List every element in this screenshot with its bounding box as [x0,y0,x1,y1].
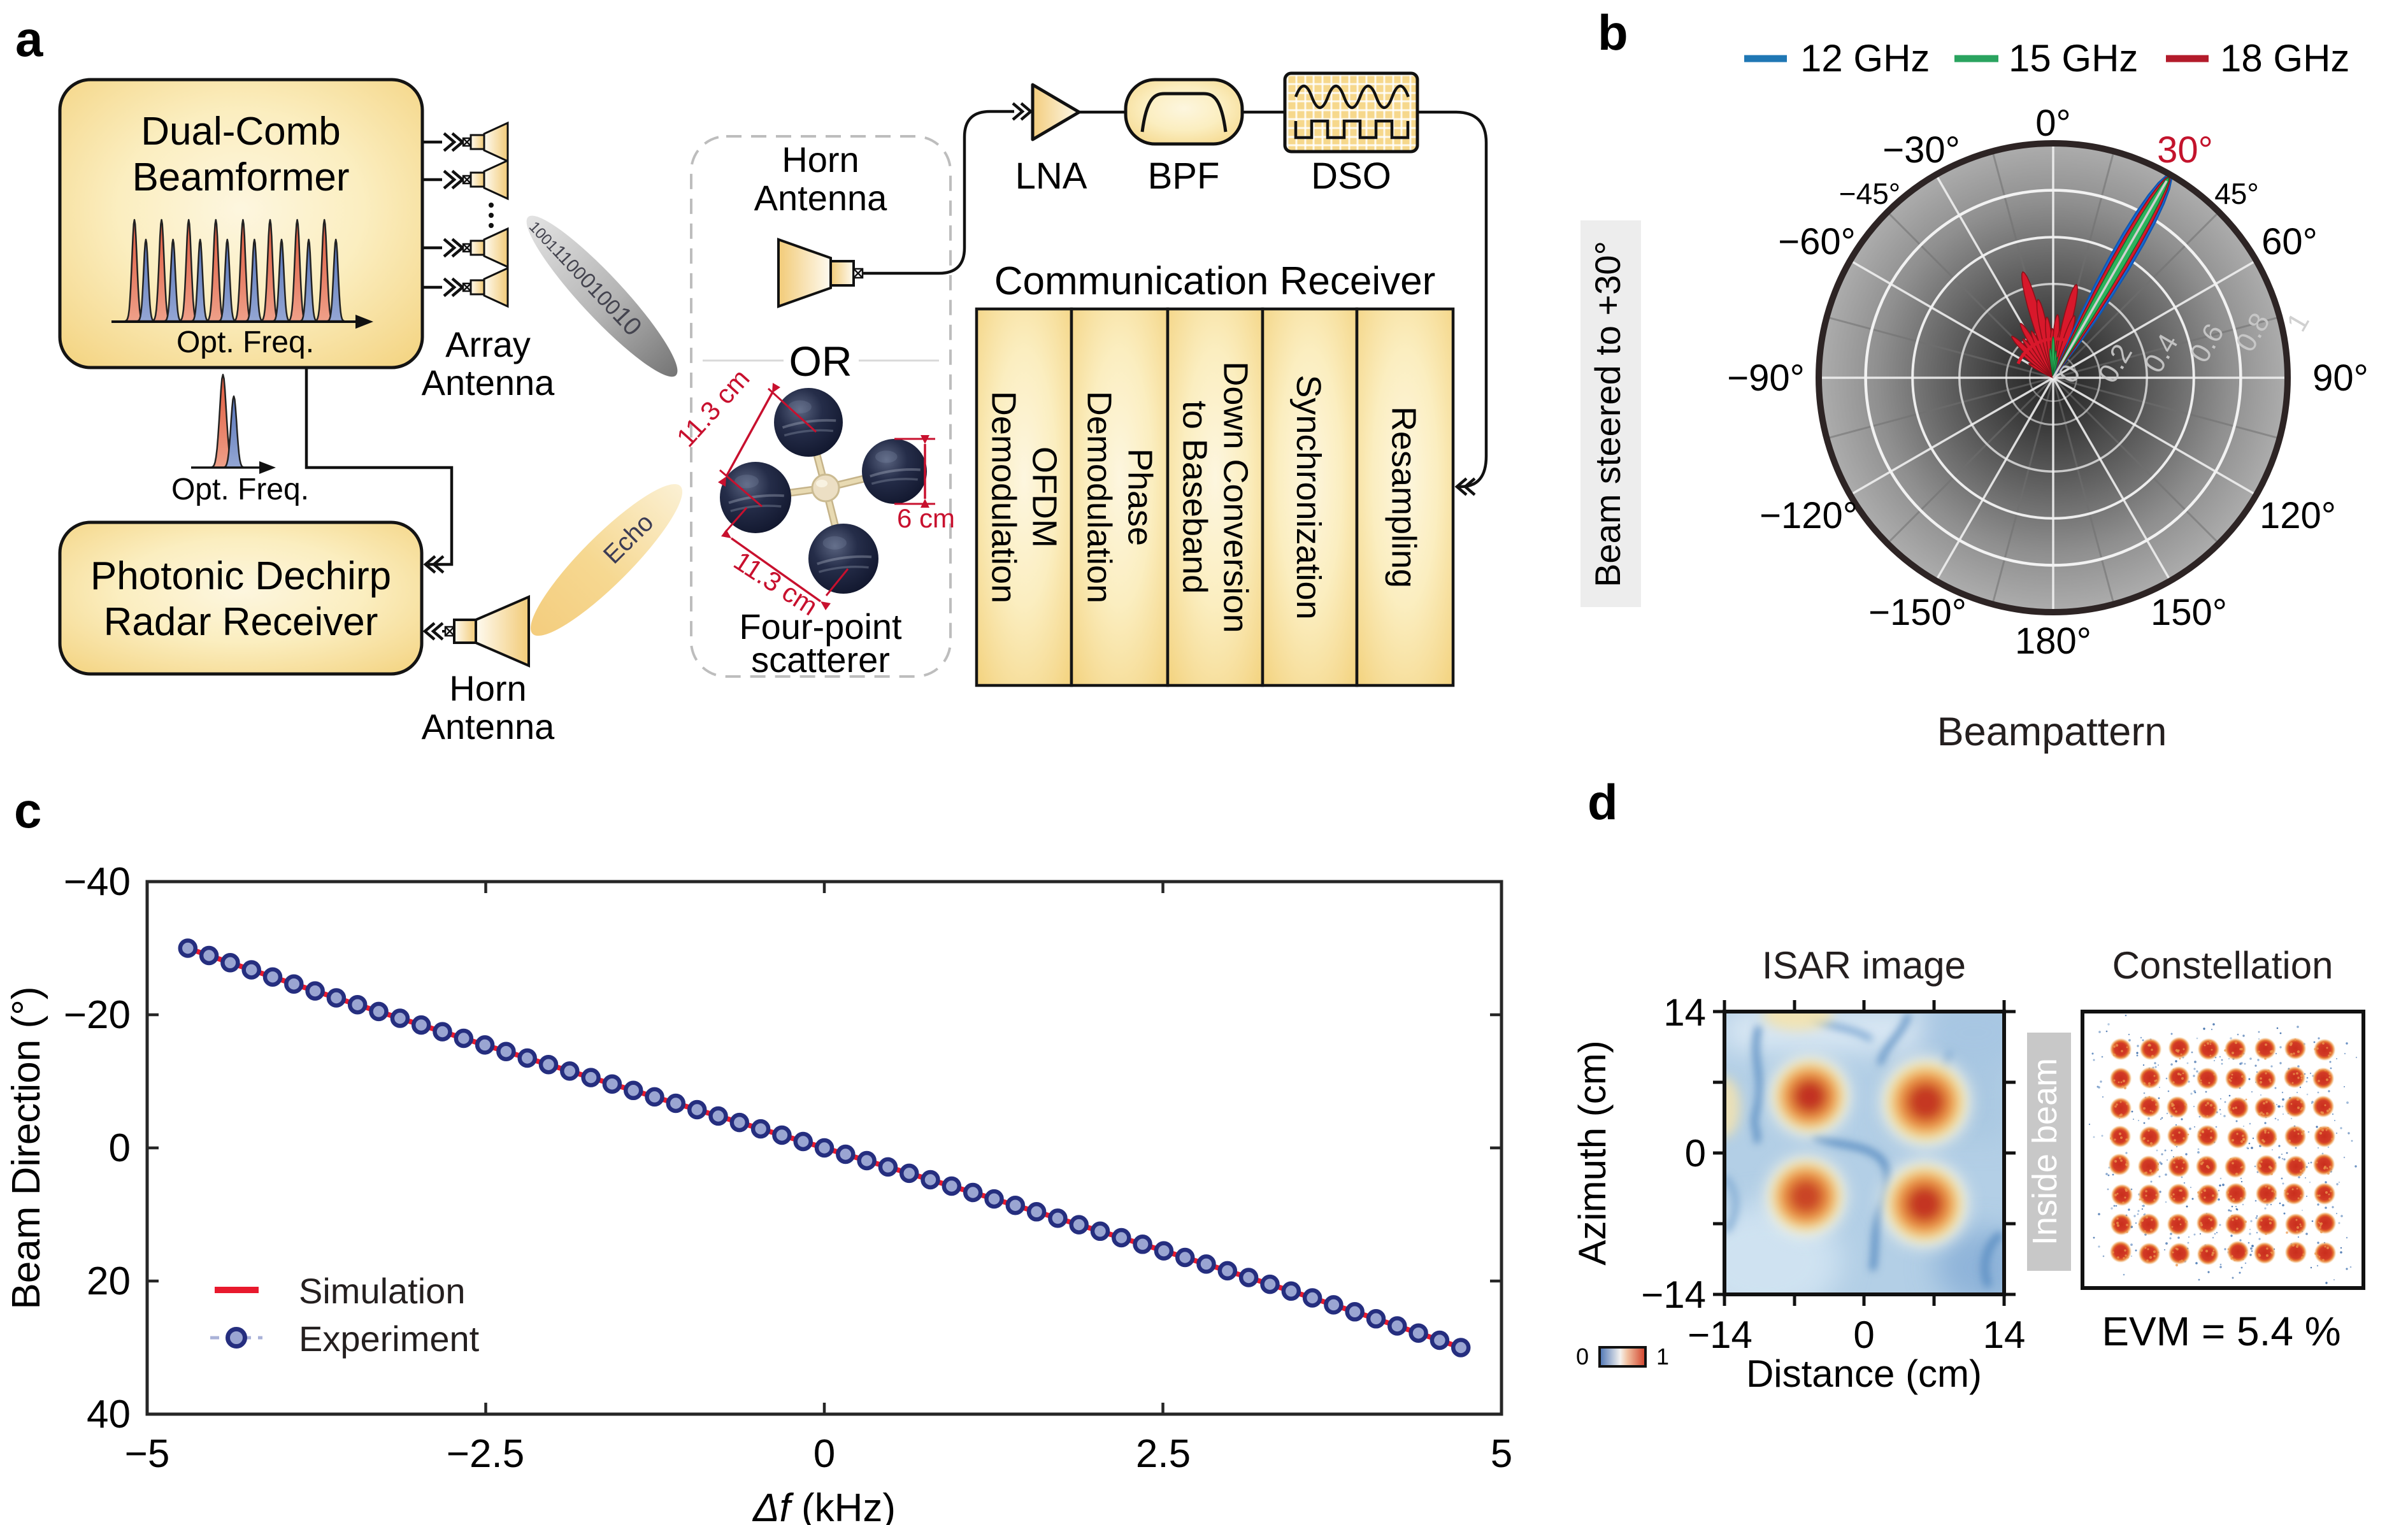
svg-text:−30°: −30° [1882,129,1960,171]
svg-text:−150°: −150° [1868,592,1967,633]
svg-text:Demodulation: Demodulation [985,391,1023,603]
svg-text:14: 14 [1663,991,1706,1034]
svg-text:14: 14 [1983,1314,2026,1356]
svg-text:Down Conversion: Down Conversion [1217,361,1255,633]
svg-text:Opt. Freq.: Opt. Freq. [171,473,309,506]
svg-text:Photonic Dechirp: Photonic Dechirp [90,554,391,598]
svg-text:OFDM: OFDM [1026,447,1064,548]
svg-text:Antenna: Antenna [422,706,555,747]
svg-text:0: 0 [1576,1343,1589,1370]
svg-text:120°: 120° [2260,495,2336,536]
svg-text:Opt. Freq.: Opt. Freq. [176,326,314,359]
svg-text:Azimuth (cm): Azimuth (cm) [1571,1040,1614,1265]
svg-text:30°: 30° [2157,129,2213,171]
svg-text:−14: −14 [1688,1314,1752,1356]
svg-text:Δf (kHz): Δf (kHz) [752,1486,896,1525]
svg-text:Antenna: Antenna [422,362,555,403]
svg-text:ISAR image: ISAR image [1762,944,1966,987]
svg-text:0°: 0° [2035,103,2070,144]
svg-text:18 GHz: 18 GHz [2220,37,2349,80]
svg-text:−14: −14 [1641,1273,1706,1316]
svg-text:Horn: Horn [449,668,526,708]
svg-text:scatterer: scatterer [751,640,890,680]
svg-text:90°: 90° [2312,357,2369,399]
svg-text:−40: −40 [64,860,131,904]
svg-text:150°: 150° [2151,592,2227,633]
svg-text:12 GHz: 12 GHz [1800,37,1930,80]
svg-text:Synchronization: Synchronization [1289,375,1328,619]
svg-text:−45°: −45° [1839,177,1900,210]
svg-text:1: 1 [1656,1343,1669,1370]
svg-text:LNA: LNA [1015,155,1087,197]
svg-text:−2.5: −2.5 [447,1432,524,1476]
svg-text:45°: 45° [2214,177,2259,210]
svg-text:40: 40 [87,1393,131,1436]
svg-text:Beampattern: Beampattern [1937,710,2167,754]
svg-text:−60°: −60° [1778,221,1856,262]
svg-text:Horn: Horn [782,140,859,180]
svg-text:Constellation: Constellation [2112,944,2333,987]
svg-text:0: 0 [1853,1314,1874,1356]
svg-text:2.5: 2.5 [1136,1432,1191,1476]
svg-text:0: 0 [109,1126,131,1170]
svg-text:0: 0 [813,1432,835,1476]
svg-text:5: 5 [1491,1432,1512,1476]
svg-text:Beamformer: Beamformer [132,155,349,199]
svg-text:0: 0 [1685,1132,1706,1175]
svg-text:20: 20 [87,1259,131,1303]
svg-text:−120°: −120° [1759,495,1858,536]
svg-text:Four-point: Four-point [739,606,902,647]
svg-text:Dual-Comb: Dual-Comb [141,110,341,154]
svg-text:b: b [1598,4,1628,61]
svg-text:DSO: DSO [1311,155,1391,197]
svg-text:Simulation: Simulation [299,1271,465,1311]
svg-text:Antenna: Antenna [754,178,887,218]
svg-text:Radar Receiver: Radar Receiver [104,600,378,644]
svg-text:Experiment: Experiment [299,1319,480,1359]
svg-text:−20: −20 [64,993,131,1037]
svg-text:180°: 180° [2015,620,2091,662]
svg-text:OR: OR [789,338,852,385]
svg-text:Distance (cm): Distance (cm) [1746,1352,1982,1395]
svg-text:Beam Direction (°): Beam Direction (°) [4,986,48,1309]
svg-text:to Baseband: to Baseband [1176,401,1214,594]
svg-text:−90°: −90° [1727,357,1805,399]
svg-text:Demodulation: Demodulation [1080,391,1119,603]
svg-text:a: a [15,11,43,67]
svg-text:d: d [1587,774,1618,830]
svg-text:Beam steered to +30°: Beam steered to +30° [1587,241,1628,587]
svg-text:Array: Array [445,324,531,364]
svg-text:Phase: Phase [1121,448,1159,546]
svg-text:60°: 60° [2261,221,2318,262]
svg-text:BPF: BPF [1148,155,1220,197]
svg-text:Inside beam: Inside beam [2026,1058,2064,1245]
svg-text:EVM = 5.4 %: EVM = 5.4 % [2102,1308,2340,1354]
svg-text:c: c [14,782,41,838]
svg-text:−5: −5 [125,1432,170,1476]
svg-text:Resampling: Resampling [1385,406,1423,588]
svg-text:15 GHz: 15 GHz [2009,37,2138,80]
svg-text:6 cm: 6 cm [897,503,955,533]
svg-text:Communication Receiver: Communication Receiver [994,259,1436,303]
